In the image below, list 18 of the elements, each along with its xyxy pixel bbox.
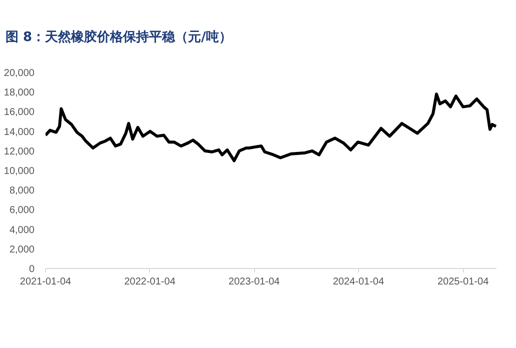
y-tick-label: 14,000: [4, 126, 35, 138]
y-tick-label: 2,000: [9, 244, 35, 256]
y-tick-label: 6,000: [9, 205, 35, 216]
y-tick-label: 12,000: [4, 146, 35, 158]
x-tick-label: 2025-01-04: [437, 276, 490, 288]
x-tick-label: 2022-01-04: [124, 276, 176, 288]
x-tick-label: 2024-01-04: [332, 276, 384, 288]
y-tick-label: 0: [28, 264, 35, 275]
x-tick-label: 2023-01-04: [228, 276, 280, 288]
y-tick-label: 4,000: [9, 224, 35, 236]
y-tick-label: 16,000: [4, 107, 35, 118]
y-tick-label: 10,000: [4, 166, 35, 177]
y-tick-label: 20,000: [4, 68, 35, 79]
line-series: [46, 92, 496, 162]
y-tick-label: 18,000: [4, 88, 35, 99]
y-tick-label: 8,000: [9, 186, 35, 197]
chart-title: 图 8：天然橡胶价格保持平稳（元/吨）: [6, 29, 232, 45]
x-tick-label: 2021-01-04: [20, 276, 72, 288]
